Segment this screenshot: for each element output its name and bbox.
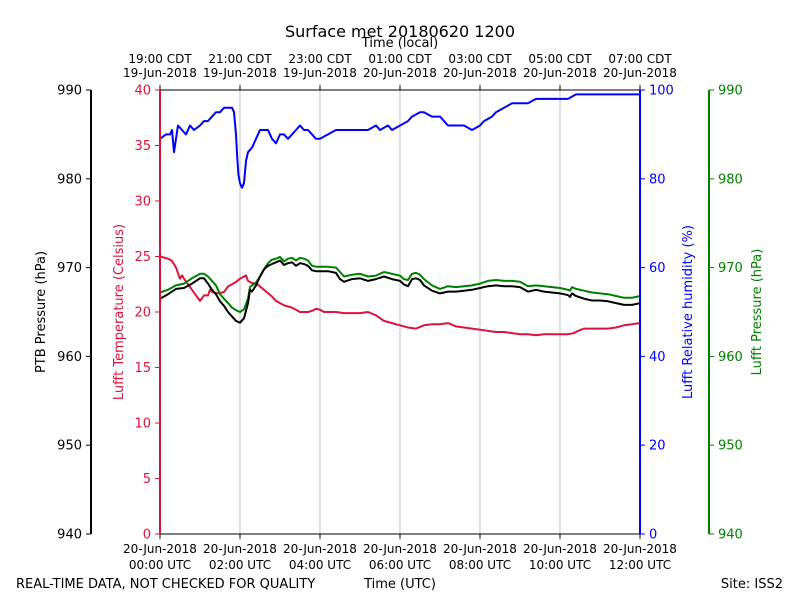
axes-layer: 20-Jun-2018 00:00 UTC 20-Jun-2018 02:00 UTC…: [34, 52, 765, 572]
bottom-tick-label: 20-Jun-2018: [363, 542, 437, 556]
temp-tick-label: 0: [143, 528, 151, 543]
grid-lines: [239, 90, 561, 534]
lp-tick-label: 980: [718, 172, 743, 187]
chart-title: Surface met 20180620 1200: [285, 22, 515, 41]
lp-tick-label: 960: [718, 350, 743, 365]
temp-tick-label: 25: [134, 250, 151, 265]
bottom-tick-label: 00:00 UTC: [129, 558, 191, 572]
bottom-tick-label: 20-Jun-2018: [443, 542, 517, 556]
ptb-tick-label: 960: [57, 350, 82, 365]
rh-tick-label: 20: [649, 439, 666, 454]
temp-tick-label: 10: [134, 417, 151, 432]
ptb-tick-label: 980: [57, 172, 82, 187]
top-tick-label: 03:00 CDT: [448, 52, 512, 66]
temp-tick-label: 30: [134, 195, 151, 210]
top-tick-label: 07:00 CDT: [608, 52, 672, 66]
temp-tick-label: 35: [134, 139, 151, 154]
top-tick-label: 19-Jun-2018: [283, 66, 357, 80]
bottom-tick-label: 20-Jun-2018: [203, 542, 277, 556]
series-line-lufft-pressure: [159, 255, 641, 313]
rh-tick-label: 0: [649, 528, 657, 543]
ptb-tick-label: 990: [57, 84, 82, 99]
quality-note: REAL-TIME DATA, NOT CHECKED FOR QUALITY: [16, 577, 315, 592]
temp-tick-label: 5: [143, 472, 151, 487]
top-tick-label: 01:00 CDT: [368, 52, 432, 66]
bottom-tick-label: 20-Jun-2018: [603, 542, 677, 556]
bottom-tick-label: 04:00 UTC: [289, 558, 351, 572]
top-tick-label: 20-Jun-2018: [523, 66, 597, 80]
rh-axis-label: Lufft Relative humidity (%): [681, 225, 696, 399]
temp-tick-label: 15: [134, 361, 151, 376]
top-tick-label: 20-Jun-2018: [363, 66, 437, 80]
ptb-axis-label: PTB Pressure (hPa): [34, 251, 49, 373]
top-tick-label: 20-Jun-2018: [603, 66, 677, 80]
bottom-tick-label: 20-Jun-2018: [283, 542, 357, 556]
bottom-tick-label: 20-Jun-2018: [123, 542, 197, 556]
top-tick-label: 19-Jun-2018: [123, 66, 197, 80]
lp-tick-label: 970: [718, 261, 743, 276]
top-tick-label: 20-Jun-2018: [443, 66, 517, 80]
bottom-tick-label: 02:00 UTC: [209, 558, 271, 572]
site-label: Site: ISS2: [721, 577, 783, 592]
top-axis-label: Time (local): [361, 36, 438, 51]
bottom-tick-label: 08:00 UTC: [449, 558, 511, 572]
series-line-lufft-temperature: [159, 255, 641, 337]
lp-tick-label: 950: [718, 439, 743, 454]
top-tick-label: 19-Jun-2018: [203, 66, 277, 80]
ptb-tick-label: 970: [57, 261, 82, 276]
rh-tick-label: 40: [649, 350, 666, 365]
top-tick-label: 05:00 CDT: [528, 52, 592, 66]
bottom-axis-label: Time (UTC): [363, 577, 436, 592]
series-layer: [159, 93, 641, 337]
temp-axis-label: Lufft Temperature (Celsius): [112, 224, 127, 400]
rh-tick-label: 60: [649, 261, 666, 276]
rh-tick-label: 80: [649, 172, 666, 187]
series-line-lufft-relative-humidity: [159, 93, 640, 189]
temp-tick-label: 20: [134, 306, 151, 321]
ptb-tick-label: 940: [57, 528, 82, 543]
bottom-tick-label: 20-Jun-2018: [523, 542, 597, 556]
top-tick-label: 23:00 CDT: [288, 52, 352, 66]
lp-tick-label: 990: [718, 84, 743, 99]
temp-tick-label: 40: [134, 84, 151, 99]
bottom-tick-label: 06:00 UTC: [369, 558, 431, 572]
ptb-tick-label: 950: [57, 439, 82, 454]
rh-tick-label: 100: [649, 84, 674, 99]
series-line-ptb-pressure: [159, 259, 641, 324]
bottom-tick-label: 12:00 UTC: [609, 558, 671, 572]
top-tick-label: 19:00 CDT: [128, 52, 192, 66]
bottom-tick-label: 10:00 UTC: [529, 558, 591, 572]
lp-axis-label: Lufft Pressure (hPa): [750, 249, 765, 376]
lp-tick-label: 940: [718, 528, 743, 543]
top-tick-label: 21:00 CDT: [208, 52, 272, 66]
